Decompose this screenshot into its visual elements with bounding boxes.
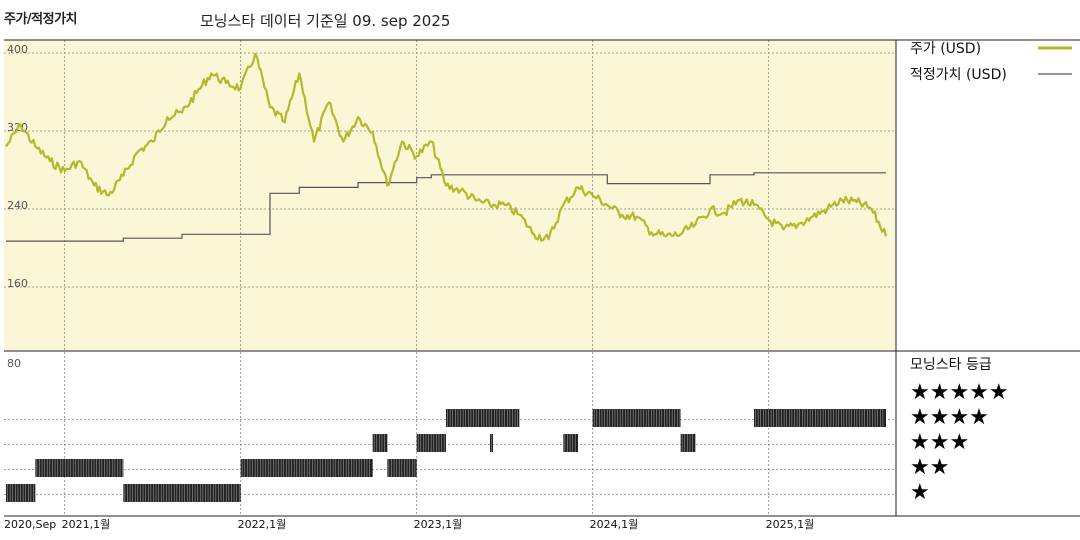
chart-title: 주가/적정가치 xyxy=(4,12,78,27)
rating-segment-2-stars xyxy=(387,459,417,477)
rating-bar xyxy=(446,409,520,427)
x-tick-label: 2020,Sep xyxy=(4,518,56,531)
x-tick-label: 2022,1월 xyxy=(238,518,287,531)
legend-price-label: 주가 (USD) xyxy=(910,41,981,57)
x-tick-label: 2025,1월 xyxy=(766,518,815,531)
rating-bar xyxy=(240,459,373,477)
rating-segment-3-stars xyxy=(490,434,493,452)
rating-bar xyxy=(592,409,681,427)
rating-legend-title: 모닝스타 등급 xyxy=(910,357,992,373)
x-tick-label: 2021,1월 xyxy=(62,518,111,531)
rating-1-star: ★ xyxy=(910,480,930,505)
rating-bar xyxy=(35,459,124,477)
rating-segment-3-stars xyxy=(416,434,446,452)
y-tick-label: 160 xyxy=(7,277,28,290)
rating-segment-3-stars xyxy=(680,434,696,452)
rating-bar xyxy=(563,434,578,452)
rating-segment-4-stars xyxy=(754,409,886,427)
rating-bar xyxy=(372,434,388,452)
rating-segment-2-stars xyxy=(240,459,373,477)
rating-segment-1-stars xyxy=(6,484,36,502)
chart-subtitle: 모닝스타 데이터 기준일 09. sep 2025 xyxy=(200,12,451,30)
rating-axis-label: 80 xyxy=(7,357,21,370)
rating-5-stars: ★★★★★ xyxy=(910,380,1009,405)
y-tick-label: 240 xyxy=(7,199,28,212)
x-tick-label: 2024,1월 xyxy=(590,518,639,531)
price-line xyxy=(5,52,888,242)
rating-4-stars: ★★★★ xyxy=(910,405,989,430)
rating-segment-4-stars xyxy=(592,409,681,427)
rating-segment-2-stars xyxy=(35,459,124,477)
rating-bar xyxy=(680,434,696,452)
rating-3-stars: ★★★ xyxy=(910,430,969,455)
rating-segment-3-stars xyxy=(372,434,388,452)
rating-segment-1-stars xyxy=(123,484,241,502)
x-tick-label: 2023,1월 xyxy=(414,518,463,531)
price-panel-background xyxy=(4,40,896,351)
rating-segment-4-stars xyxy=(446,409,520,427)
rating-segment-3-stars xyxy=(563,434,578,452)
legend-fair-value-label: 적정가치 (USD) xyxy=(910,67,1007,83)
rating-2-stars: ★★ xyxy=(910,455,949,480)
y-tick-label: 400 xyxy=(7,43,28,56)
